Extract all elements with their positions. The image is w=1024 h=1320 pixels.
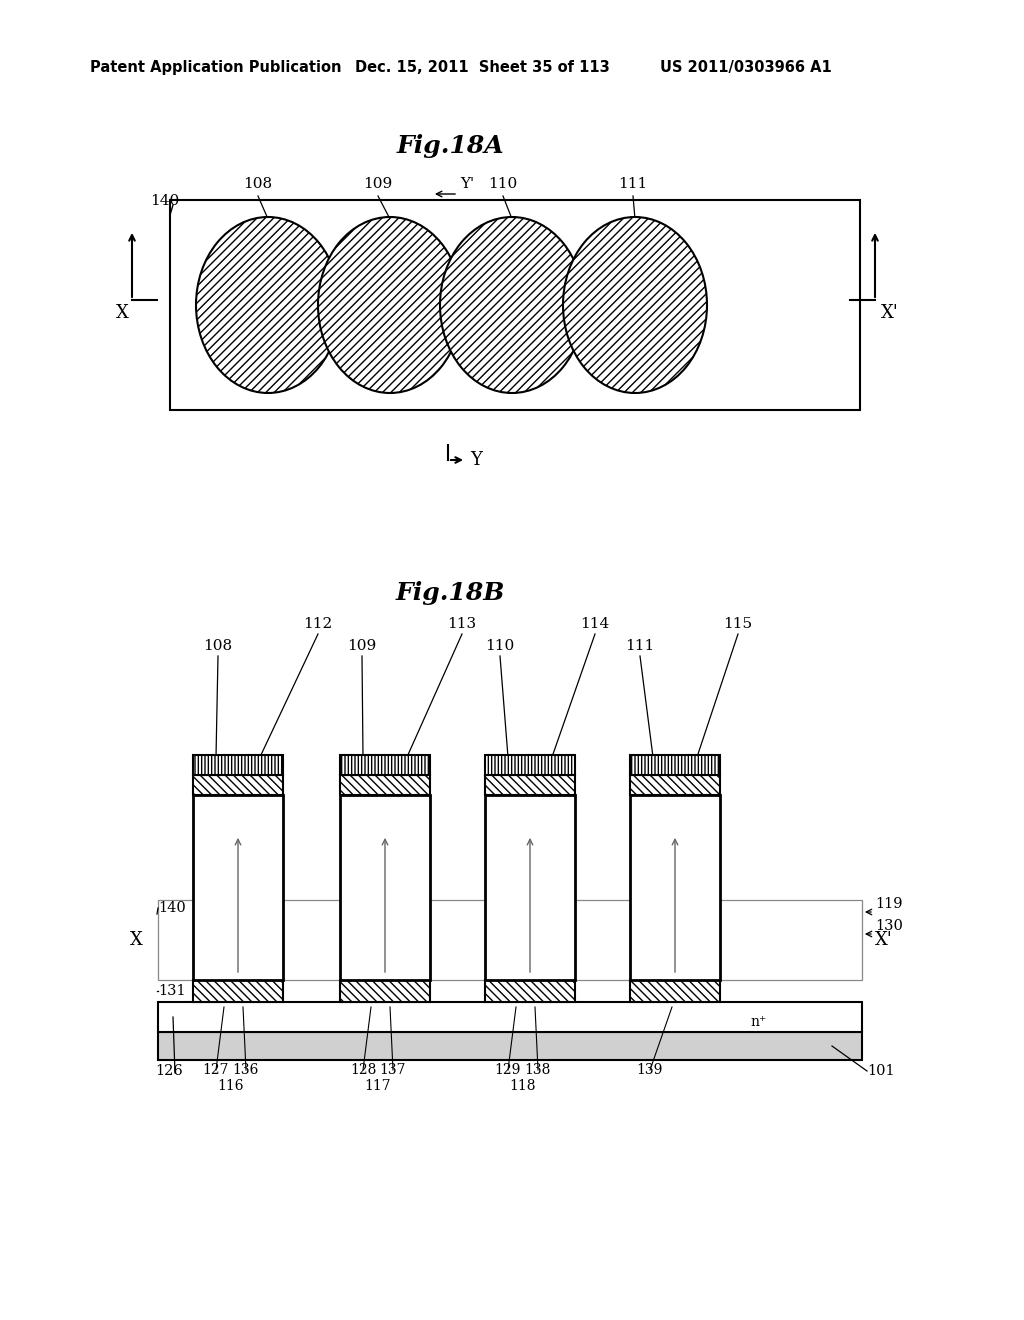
Bar bbox=[416, 795, 430, 979]
Bar bbox=[340, 755, 430, 775]
Ellipse shape bbox=[440, 216, 584, 393]
Text: 126: 126 bbox=[155, 1064, 182, 1078]
Text: 129: 129 bbox=[495, 1063, 521, 1077]
Bar bbox=[630, 775, 720, 795]
Text: X': X' bbox=[874, 931, 893, 949]
Text: 115: 115 bbox=[723, 616, 753, 631]
Text: X: X bbox=[116, 304, 128, 322]
Bar bbox=[706, 795, 720, 979]
Ellipse shape bbox=[318, 216, 462, 393]
Bar bbox=[340, 795, 354, 979]
Text: US 2011/0303966 A1: US 2011/0303966 A1 bbox=[660, 59, 831, 75]
Bar bbox=[193, 775, 283, 795]
Text: 108: 108 bbox=[244, 177, 272, 191]
Bar bbox=[193, 795, 207, 979]
Text: Patent Application Publication: Patent Application Publication bbox=[90, 59, 341, 75]
Bar bbox=[340, 979, 430, 1002]
Text: X: X bbox=[130, 931, 143, 949]
Bar bbox=[644, 795, 706, 979]
Bar bbox=[485, 795, 499, 979]
Text: n⁺: n⁺ bbox=[750, 1015, 766, 1030]
Bar bbox=[193, 755, 283, 775]
Text: 113: 113 bbox=[447, 616, 476, 631]
Bar bbox=[158, 900, 862, 979]
Bar bbox=[207, 795, 269, 979]
Text: 137: 137 bbox=[380, 1063, 407, 1077]
Ellipse shape bbox=[563, 216, 707, 393]
Bar bbox=[485, 775, 575, 795]
Text: 127: 127 bbox=[203, 1063, 229, 1077]
Bar bbox=[630, 795, 720, 979]
Text: 131: 131 bbox=[158, 983, 185, 998]
Bar bbox=[340, 795, 430, 979]
Text: 139: 139 bbox=[637, 1063, 664, 1077]
Text: 128: 128 bbox=[350, 1063, 376, 1077]
Text: 116: 116 bbox=[218, 1078, 245, 1093]
Text: 118: 118 bbox=[510, 1078, 537, 1093]
Bar bbox=[485, 755, 575, 775]
Bar bbox=[269, 795, 283, 979]
Text: 140: 140 bbox=[150, 194, 179, 209]
Bar bbox=[158, 1002, 862, 1032]
Text: 119: 119 bbox=[874, 898, 902, 911]
Text: 112: 112 bbox=[303, 616, 333, 631]
Text: 101: 101 bbox=[867, 1064, 895, 1078]
Text: 140: 140 bbox=[158, 902, 185, 915]
Bar bbox=[485, 795, 575, 979]
Bar bbox=[499, 795, 561, 979]
Text: 110: 110 bbox=[488, 177, 517, 191]
Text: 111: 111 bbox=[626, 639, 654, 653]
Text: 109: 109 bbox=[364, 177, 392, 191]
Text: 109: 109 bbox=[347, 639, 377, 653]
Text: 114: 114 bbox=[581, 616, 609, 631]
Bar bbox=[630, 795, 644, 979]
Text: Dec. 15, 2011  Sheet 35 of 113: Dec. 15, 2011 Sheet 35 of 113 bbox=[355, 59, 609, 75]
Bar bbox=[485, 979, 575, 1002]
Ellipse shape bbox=[196, 216, 340, 393]
Text: X': X' bbox=[881, 304, 899, 322]
Text: Y': Y' bbox=[460, 177, 474, 191]
Text: 108: 108 bbox=[204, 639, 232, 653]
Bar bbox=[193, 979, 283, 1002]
Text: 138: 138 bbox=[525, 1063, 551, 1077]
Bar bbox=[170, 201, 860, 411]
Text: 136: 136 bbox=[232, 1063, 259, 1077]
Text: 117: 117 bbox=[365, 1078, 391, 1093]
Text: 111: 111 bbox=[618, 177, 647, 191]
Text: Fig.18A: Fig.18A bbox=[396, 135, 504, 158]
Text: Y: Y bbox=[470, 451, 482, 469]
Bar bbox=[193, 795, 283, 979]
Bar bbox=[561, 795, 575, 979]
Bar bbox=[630, 755, 720, 775]
Text: Fig.18B: Fig.18B bbox=[395, 581, 505, 605]
Bar bbox=[340, 775, 430, 795]
Bar bbox=[354, 795, 416, 979]
Bar bbox=[158, 1032, 862, 1060]
Bar bbox=[630, 979, 720, 1002]
Text: 130: 130 bbox=[874, 919, 903, 933]
Text: 110: 110 bbox=[485, 639, 515, 653]
